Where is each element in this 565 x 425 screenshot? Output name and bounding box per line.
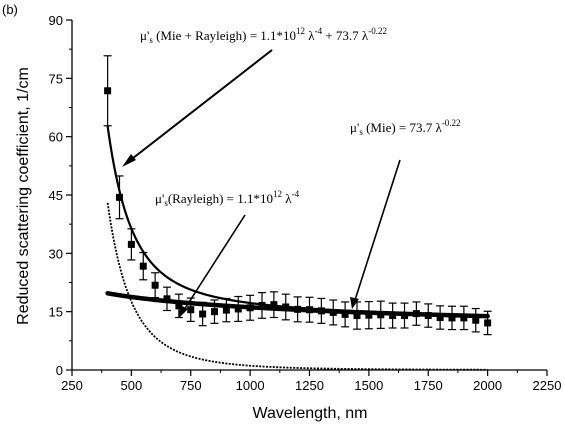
data-point	[199, 310, 207, 318]
data-point	[294, 305, 302, 313]
data-point	[377, 311, 385, 319]
data-point	[222, 306, 230, 314]
data-point	[317, 307, 325, 315]
y-tick-label: 60	[49, 130, 63, 145]
data-point	[436, 314, 444, 321]
data-point	[329, 308, 337, 316]
x-tick-group: 250 500 750 1000 1250 1500 1750 2000 2250	[61, 370, 561, 393]
x-axis-label: Wavelength, nm	[252, 405, 367, 422]
data-point	[389, 312, 397, 320]
y-axis: 0 15 30 45 60 75 90	[49, 13, 73, 378]
y-tick-label: 15	[49, 305, 63, 320]
arrow-mie-rayleigh-head	[122, 154, 136, 167]
arrow-mie-head	[350, 297, 359, 309]
data-point	[127, 240, 135, 248]
data-point	[353, 312, 361, 320]
data-point	[424, 312, 432, 320]
annotation-mie: μ's (Mie) = 73.7 λ-0.22	[350, 118, 461, 137]
data-point	[258, 301, 266, 309]
data-point	[448, 314, 456, 322]
data-point	[460, 314, 468, 322]
data-point	[187, 306, 195, 314]
data-point	[270, 301, 278, 309]
y-tick-label: 30	[49, 246, 63, 261]
data-point	[401, 312, 408, 320]
y-tick-label: 90	[49, 13, 63, 28]
y-tick-group: 0 15 30 45 60 75 90	[49, 13, 72, 378]
y-axis-label: Reduced scattering coefficient, 1/cm	[15, 67, 32, 325]
x-tick-label: 250	[61, 378, 83, 393]
y-tick-label: 45	[49, 188, 63, 203]
arrow-rayleigh-head	[179, 305, 188, 318]
arrow-mie-rayleigh-line	[127, 49, 273, 163]
x-tick-label: 2250	[533, 378, 562, 393]
panel-label: (b)	[2, 2, 18, 17]
x-tick-label: 1500	[354, 378, 383, 393]
data-point	[163, 295, 171, 303]
x-tick-label: 1250	[295, 378, 324, 393]
data-points	[104, 87, 492, 327]
data-point	[116, 193, 123, 201]
data-point	[472, 316, 480, 324]
x-tick-label: 500	[121, 378, 143, 393]
data-point	[341, 310, 349, 318]
data-point	[104, 87, 112, 95]
y-tick-label: 75	[49, 71, 63, 86]
y-tick-label: 0	[56, 363, 63, 378]
data-point	[282, 303, 290, 311]
data-point	[175, 302, 183, 310]
data-point	[365, 311, 373, 319]
data-point	[306, 306, 313, 314]
data-point	[484, 319, 492, 327]
data-point	[234, 305, 242, 313]
arrow-mie-line	[354, 159, 401, 301]
data-point	[412, 310, 420, 318]
annotation-mie-rayleigh: μ's (Mie + Rayleigh) = 1.1*1012 λ-4 + 73…	[140, 26, 387, 45]
x-tick-label: 750	[180, 378, 202, 393]
annotation-arrows	[122, 49, 401, 318]
arrow-rayleigh-line	[183, 214, 246, 311]
x-tick-label: 1000	[236, 378, 265, 393]
data-point	[211, 308, 218, 316]
annotation-rayleigh: μ's(Rayleigh) = 1.1*1012 λ-4	[155, 189, 300, 208]
data-point	[139, 262, 147, 270]
x-axis: 250 500 750 1000 1250 1500 1750 2000 2250	[61, 369, 561, 393]
x-tick-label: 1750	[414, 378, 443, 393]
error-bars	[103, 55, 492, 336]
rayleigh-fit-curve	[106, 202, 488, 371]
data-point	[151, 281, 159, 289]
x-tick-label: 2000	[473, 378, 502, 393]
fit-curves	[105, 126, 490, 371]
data-point	[246, 304, 254, 312]
